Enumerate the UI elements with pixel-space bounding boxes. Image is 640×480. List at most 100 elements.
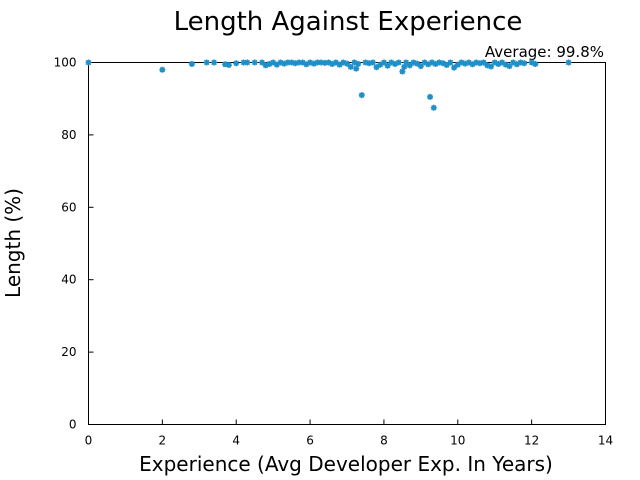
data-point: [373, 64, 380, 71]
x-tick-label: 12: [524, 434, 539, 448]
data-point: [203, 59, 210, 66]
y-tick-label: 40: [61, 273, 76, 287]
data-point: [473, 59, 480, 66]
data-point: [427, 93, 434, 100]
data-point: [344, 60, 350, 67]
data-point: [414, 60, 421, 67]
y-tick-label: 80: [61, 128, 76, 142]
data-point: [244, 59, 251, 66]
data-point: [401, 63, 408, 70]
y-tick-label: 0: [69, 418, 77, 432]
average-annotation: Average: 99.8%: [485, 43, 604, 61]
data-point: [506, 63, 513, 70]
data-point: [251, 59, 258, 66]
data-point: [428, 59, 435, 66]
data-point: [451, 64, 458, 71]
data-point: [436, 59, 443, 66]
data-point: [499, 59, 506, 66]
data-point: [488, 63, 495, 70]
data-point: [480, 59, 487, 66]
data-point: [495, 60, 502, 67]
plot-frame: [88, 62, 606, 425]
data-point: [432, 60, 439, 67]
data-point: [388, 59, 395, 66]
axis-ticks: 0 2 4 6 8 10 12 14 0 20 40 60 80 100: [54, 56, 614, 448]
data-point: [292, 60, 299, 67]
data-point: [284, 59, 291, 66]
data-point: [303, 61, 310, 68]
data-point: [403, 59, 410, 66]
data-point: [447, 59, 454, 66]
data-point: [281, 60, 288, 67]
data-point: [159, 66, 166, 73]
data-point: [395, 59, 402, 66]
data-point: [347, 63, 354, 70]
data-point: [336, 61, 343, 68]
data-point: [454, 61, 461, 68]
x-tick-label: 8: [380, 434, 388, 448]
data-point: [211, 59, 218, 66]
data-point: [358, 92, 365, 99]
data-point: [491, 59, 498, 66]
data-point: [362, 59, 369, 66]
data-point: [366, 60, 373, 67]
data-point: [517, 59, 524, 66]
data-point: [332, 59, 339, 66]
data-point: [484, 62, 491, 69]
data-point: [262, 62, 269, 69]
data-point: [355, 60, 362, 67]
data-point: [351, 59, 358, 66]
data-point: [532, 60, 539, 67]
data-point: [421, 59, 428, 66]
data-point: [502, 61, 509, 68]
data-point: [458, 59, 465, 66]
y-axis-label: Length (%): [1, 188, 25, 298]
data-point: [430, 104, 437, 111]
data-point: [369, 59, 376, 66]
x-tick-label: 6: [306, 434, 314, 448]
x-tick-label: 4: [232, 434, 240, 448]
data-points: [85, 59, 572, 111]
data-point: [565, 59, 572, 66]
data-point: [310, 60, 317, 67]
x-tick-label: 10: [450, 434, 465, 448]
data-point: [513, 61, 520, 68]
data-point: [469, 61, 476, 68]
data-point: [399, 68, 406, 75]
data-point: [465, 59, 472, 66]
data-point: [307, 59, 314, 66]
data-point: [462, 60, 469, 67]
x-axis-label: Experience (Avg Developer Exp. In Years): [139, 452, 553, 476]
data-point: [410, 59, 417, 66]
data-point: [329, 60, 336, 67]
y-tick-label: 20: [61, 345, 76, 359]
data-point: [406, 62, 413, 69]
data-point: [266, 60, 273, 67]
data-point: [259, 59, 266, 66]
data-point: [384, 62, 391, 69]
data-point: [270, 59, 277, 66]
data-point: [417, 63, 424, 70]
data-point: [188, 60, 195, 67]
data-point: [476, 60, 483, 67]
data-point: [377, 61, 384, 68]
chart-title: Length Against Experience: [174, 7, 523, 37]
data-point: [380, 59, 387, 66]
data-point: [225, 62, 232, 69]
data-point: [299, 59, 306, 66]
data-point: [392, 60, 399, 67]
data-point: [295, 59, 302, 66]
data-point: [273, 61, 280, 68]
data-point: [425, 61, 432, 68]
data-point: [340, 59, 347, 66]
data-point: [288, 59, 295, 66]
data-point: [325, 59, 332, 66]
data-point: [321, 59, 328, 66]
data-point: [233, 60, 240, 67]
data-point: [510, 59, 517, 66]
data-point: [528, 59, 535, 66]
data-point: [318, 59, 325, 66]
data-point: [314, 59, 321, 66]
y-tick-label: 60: [61, 200, 76, 214]
data-point: [440, 60, 447, 67]
